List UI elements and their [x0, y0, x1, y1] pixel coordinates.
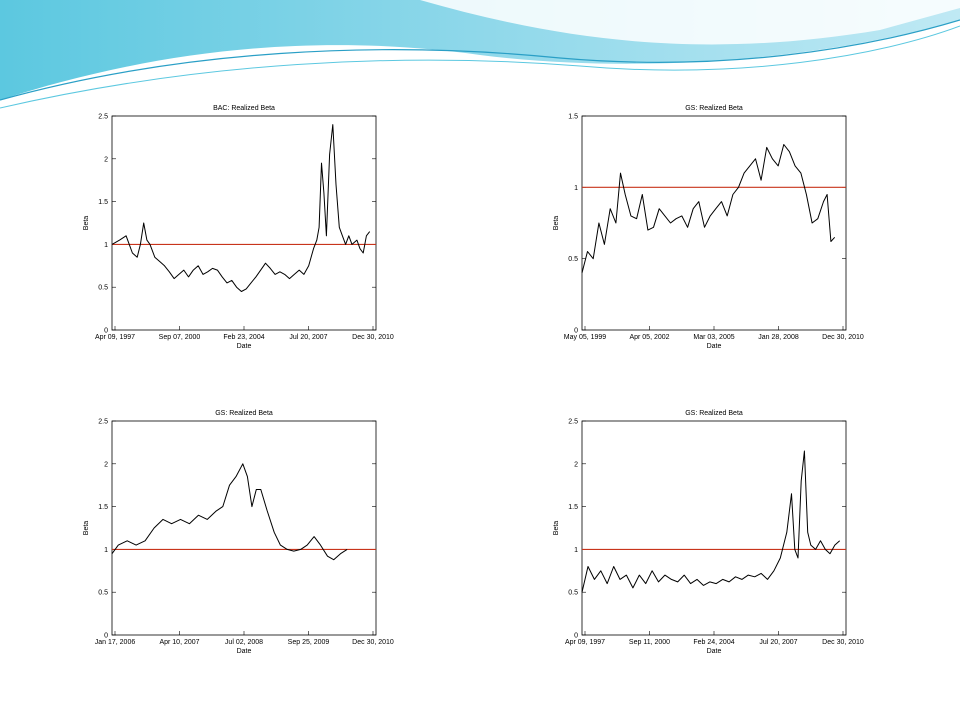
x-axis-label: Date: [237, 648, 252, 655]
plot-area: [581, 420, 847, 636]
series-line-realized-beta: [111, 463, 348, 561]
header-wave-highlight: [420, 0, 960, 45]
y-tick-label: 0.5: [98, 285, 108, 292]
chart-panel-gs-1997: GS: Realized Beta 0 0.5 1 1.5 2 2.5 Apr 09, 199…: [540, 403, 864, 663]
y-tick-label: 2: [104, 461, 108, 468]
y-tick-label: 1: [104, 547, 108, 554]
x-tick-label: Dec 30, 2010: [822, 334, 864, 341]
y-axis-label: Beta: [83, 521, 90, 536]
x-axis-label: Date: [237, 343, 252, 350]
y-tick-label: 1.5: [98, 504, 108, 511]
chart-gs-realized-beta-2006: GS: Realized Beta 0 0.5 1 1.5 2 2.5 Jan 17, 200…: [83, 410, 394, 655]
x-tick-label: Feb 23, 2004: [223, 334, 264, 341]
plot-area: [111, 420, 377, 636]
y-tick-label: 2: [104, 156, 108, 163]
chart-title: GS: Realized Beta: [685, 410, 743, 417]
x-axis-label: Date: [707, 343, 722, 350]
chart-title: GS: Realized Beta: [215, 410, 273, 417]
x-tick-label: Apr 05, 2002: [629, 334, 669, 341]
chart-panel-gs-2006: GS: Realized Beta 0 0.5 1 1.5 2 2.5 Jan 17, 200…: [70, 403, 394, 663]
y-tick-label: 1.5: [568, 114, 578, 121]
y-tick-label: 1.5: [98, 199, 108, 206]
x-tick-label: Sep 25, 2009: [288, 639, 330, 646]
chart-bac-realized-beta: BAC: Realized Beta 0 0.5 1 1.5 2 2.5 Apr 09, 19…: [83, 105, 394, 350]
series-line-realized-beta: [111, 124, 371, 292]
y-tick-label: 1: [574, 185, 578, 192]
x-tick-label: Jan 28, 2008: [758, 334, 799, 341]
x-tick-label: Jan 17, 2006: [95, 639, 136, 646]
x-tick-label: May 05, 1999: [564, 334, 607, 341]
y-axis-label: Beta: [553, 216, 560, 231]
y-tick-label: 0: [104, 633, 108, 640]
x-tick-label: Jul 20, 2007: [289, 334, 327, 341]
x-tick-label: Feb 24, 2004: [693, 639, 734, 646]
y-tick-label: 0.5: [568, 590, 578, 597]
y-tick-label: 0: [104, 328, 108, 335]
chart-panel-bac: BAC: Realized Beta 0 0.5 1 1.5 2 2.5 Apr 09, 19…: [70, 98, 394, 358]
x-tick-label: Dec 30, 2010: [352, 639, 394, 646]
x-tick-label: Jul 20, 2007: [759, 639, 797, 646]
y-tick-label: 2.5: [98, 114, 108, 121]
slide-header-wave: [0, 0, 960, 109]
plot-area: [111, 115, 377, 331]
y-tick-label: 1.5: [568, 504, 578, 511]
series-line-realized-beta: [581, 144, 836, 274]
x-tick-label: Apr 10, 2007: [159, 639, 199, 646]
x-tick-label: Apr 09, 1997: [565, 639, 605, 646]
y-axis-label: Beta: [553, 521, 560, 536]
chart-panel-gs-1999: GS: Realized Beta 0 0.5 1 1.5 May 05, 1999 Apr…: [540, 98, 864, 358]
y-tick-label: 2.5: [98, 419, 108, 426]
chart-title: GS: Realized Beta: [685, 105, 743, 112]
plot-area: [581, 115, 847, 331]
y-axis-label: Beta: [83, 216, 90, 231]
series-line-realized-beta: [581, 450, 841, 593]
chart-title: BAC: Realized Beta: [213, 105, 275, 112]
y-tick-label: 0: [574, 633, 578, 640]
header-wave-line-1: [0, 19, 960, 101]
x-tick-label: Apr 09, 1997: [95, 334, 135, 341]
y-tick-label: 2.5: [568, 419, 578, 426]
y-tick-label: 1: [574, 547, 578, 554]
x-tick-label: Dec 30, 2010: [352, 334, 394, 341]
x-tick-label: Sep 11, 2000: [629, 639, 670, 646]
y-tick-label: 0: [574, 328, 578, 335]
y-tick-label: 2: [574, 461, 578, 468]
x-tick-label: Sep 07, 2000: [159, 334, 201, 341]
header-wave-line-2: [0, 25, 960, 109]
chart-gs-realized-beta-1997: GS: Realized Beta 0 0.5 1 1.5 2 2.5 Apr 09, 199…: [553, 410, 864, 655]
x-tick-label: Dec 30, 2010: [822, 639, 864, 646]
y-tick-label: 0.5: [98, 590, 108, 597]
x-tick-label: Mar 03, 2005: [693, 334, 734, 341]
x-tick-label: Jul 02, 2008: [225, 639, 263, 646]
x-axis-label: Date: [707, 648, 722, 655]
chart-gs-realized-beta-1999: GS: Realized Beta 0 0.5 1 1.5 May 05, 1999 Apr…: [553, 105, 864, 350]
y-tick-label: 1: [104, 242, 108, 249]
y-tick-label: 0.5: [568, 256, 578, 263]
